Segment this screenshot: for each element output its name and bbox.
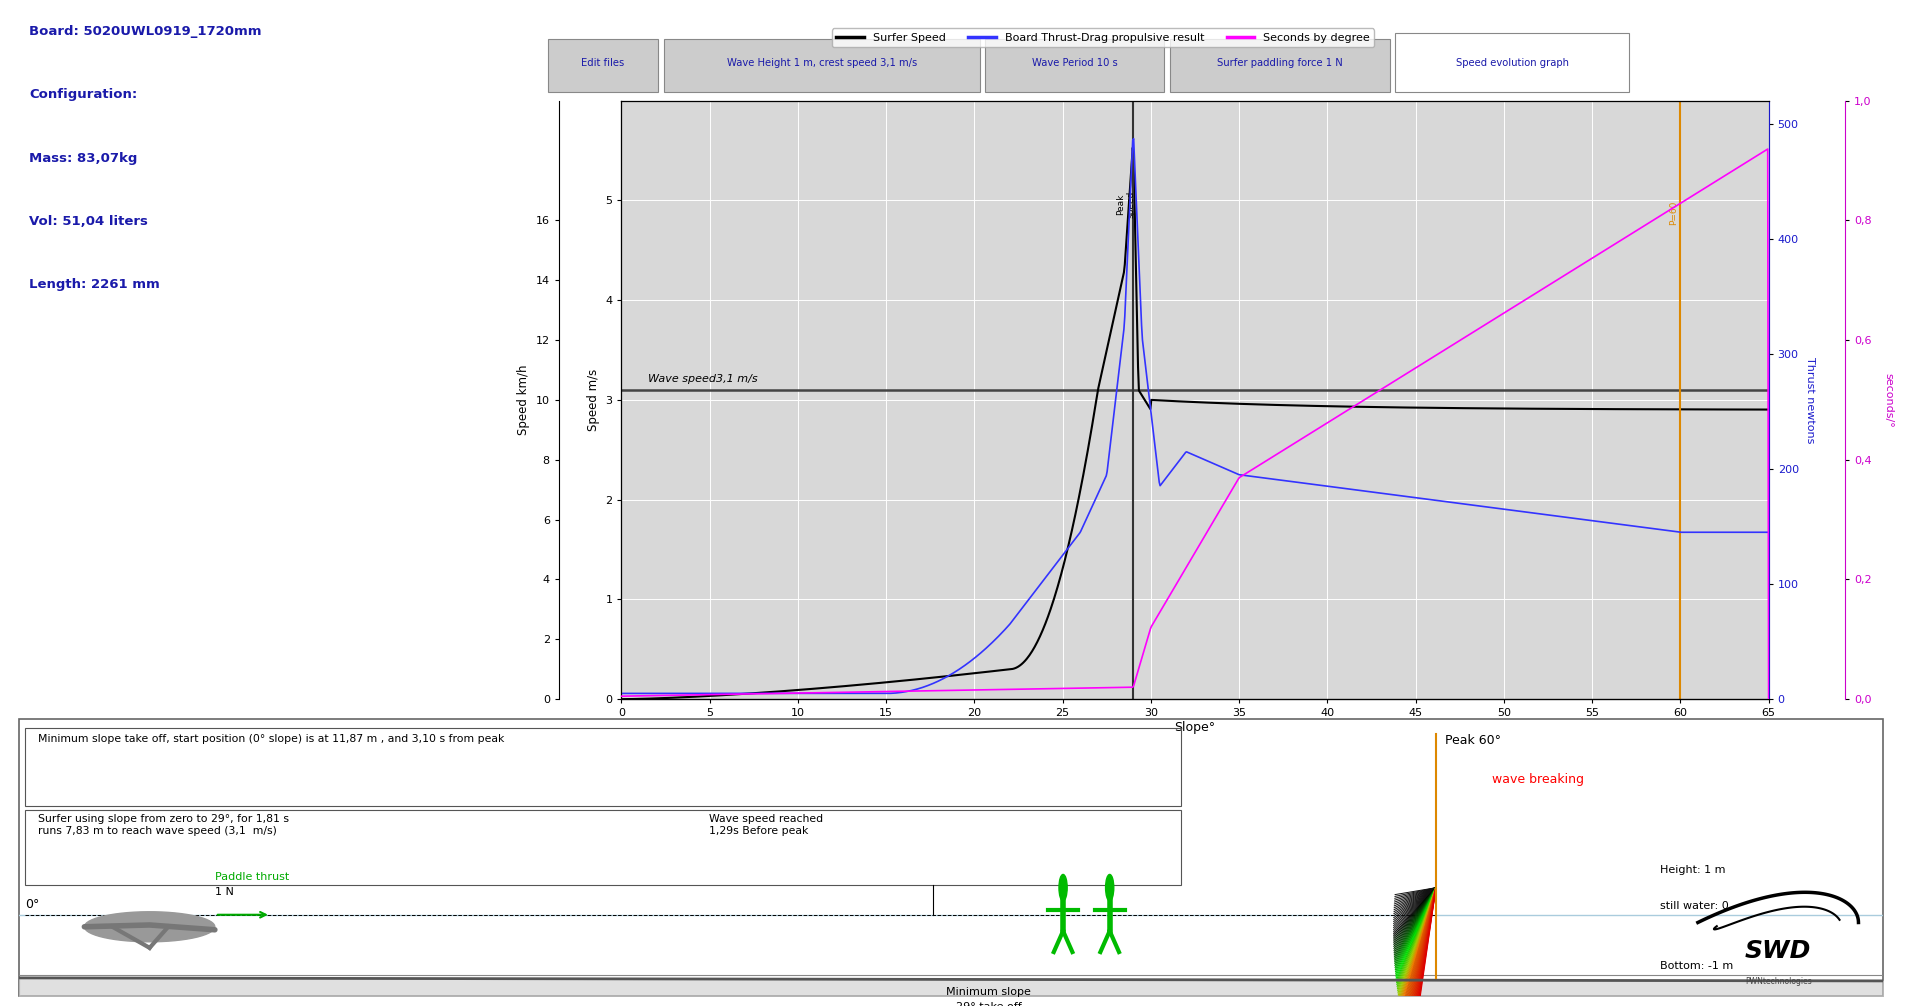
Text: 0°: 0° [25,897,38,910]
Y-axis label: Speed m/s: Speed m/s [587,369,600,431]
Bar [25,810,1180,884]
Bar [1396,33,1629,93]
Bar [663,38,979,93]
Y-axis label: Speed km/h: Speed km/h [516,364,530,436]
Text: Wave Height 1 m, crest speed 3,1 m/s: Wave Height 1 m, crest speed 3,1 m/s [727,58,918,67]
Bar [985,38,1164,93]
Circle shape [1059,874,1067,901]
Text: Wave Period 10 s: Wave Period 10 s [1032,58,1117,67]
Text: P=60: P=60 [1669,200,1679,224]
Text: Configuration:: Configuration: [29,89,138,102]
Text: Minimum slope: Minimum slope [946,987,1031,997]
Text: Board: 5020UWL0919_1720mm: Board: 5020UWL0919_1720mm [29,25,262,38]
Text: Height: 1 m: Height: 1 m [1660,864,1725,874]
Text: Wave speed3,1 m/s: Wave speed3,1 m/s [648,374,757,384]
Text: wave breaking: wave breaking [1491,774,1583,787]
Text: Edit files: Edit files [581,58,625,67]
Text: still water: 0: still water: 0 [1660,900,1728,910]
Text: Surfer paddling force 1 N: Surfer paddling force 1 N [1216,58,1342,67]
X-axis label: Slope°: Slope° [1174,721,1216,734]
Text: Peak
speed: Peak speed [1117,190,1136,217]
Text: Minimum slope take off, start position (0° slope) is at 11,87 m , and 3,10 s fro: Minimum slope take off, start position (… [38,734,505,744]
Circle shape [1105,874,1115,901]
Text: PWNtechnologies: PWNtechnologies [1746,977,1811,986]
Text: Bottom: -1 m: Bottom: -1 m [1660,961,1732,971]
Text: Paddle thrust: Paddle thrust [214,871,289,881]
Bar [547,38,658,93]
Text: 1 N: 1 N [214,886,233,896]
Text: SWD: SWD [1746,940,1811,964]
Text: Vol: 51,04 liters: Vol: 51,04 liters [29,215,149,227]
Polygon shape [84,911,214,942]
Bar [1170,38,1390,93]
Text: Speed evolution graph: Speed evolution graph [1455,58,1568,67]
Text: 29° take off: 29° take off [956,1002,1021,1006]
Y-axis label: seconds/°: seconds/° [1883,372,1895,428]
Text: Length: 2261 mm: Length: 2261 mm [29,278,161,291]
Text: Wave speed reached
1,29s Before peak: Wave speed reached 1,29s Before peak [709,814,822,836]
Text: Mass: 83,07kg: Mass: 83,07kg [29,152,138,165]
Text: Peak 60°: Peak 60° [1445,734,1501,747]
Y-axis label: Thrust newtons: Thrust newtons [1805,357,1814,443]
Text: Surfer using slope from zero to 29°, for 1,81 s
runs 7,83 m to reach wave speed : Surfer using slope from zero to 29°, for… [38,814,289,836]
Bar [25,728,1180,807]
Legend: Surfer Speed, Board Thrust-Drag propulsive result, Seconds by degree: Surfer Speed, Board Thrust-Drag propulsi… [832,28,1375,47]
